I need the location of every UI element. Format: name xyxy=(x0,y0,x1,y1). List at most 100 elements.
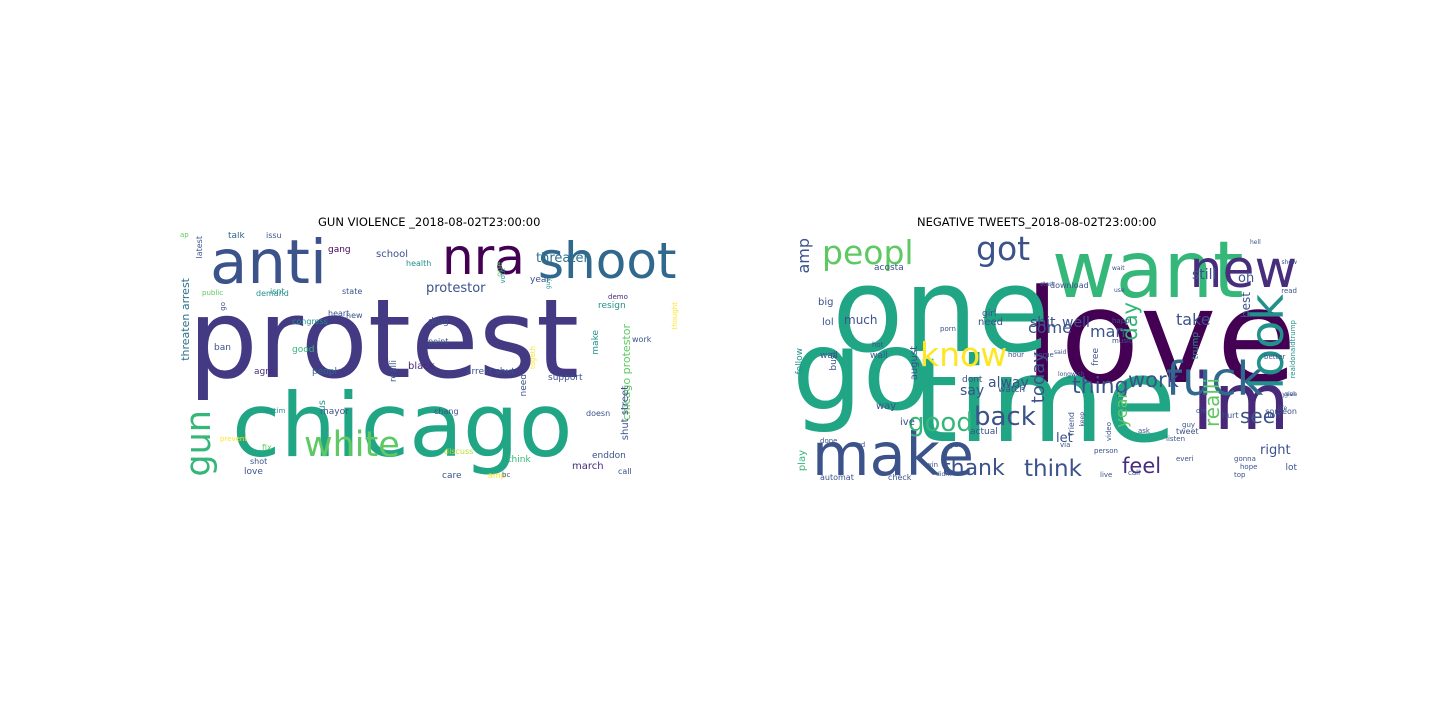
cloud-word: guy xyxy=(1182,421,1196,429)
cloud-word: say xyxy=(960,383,985,399)
cloud-word: best xyxy=(1239,292,1253,318)
cloud-word: said xyxy=(1054,349,1067,356)
cloud-word: done xyxy=(820,437,838,445)
cloud-word: happi xyxy=(1112,317,1132,325)
panel-title: GUN VIOLENCE _2018-08-02T23:00:00 xyxy=(318,215,541,229)
cloud-word: don xyxy=(1264,411,1281,421)
cloud-word: amp xyxy=(794,238,813,274)
cloud-word: public xyxy=(202,289,224,297)
cloud-word: hour xyxy=(1008,351,1025,359)
cloud-word: good xyxy=(908,408,973,438)
cloud-word: go xyxy=(219,302,227,311)
cloud-word: fix xyxy=(262,443,272,452)
cloud-word: hurt xyxy=(1222,411,1239,420)
cloud-word: peopl xyxy=(822,233,914,272)
cloud-word: shut street xyxy=(620,386,631,441)
cloud-word: call xyxy=(618,467,632,476)
cloud-word: think xyxy=(508,455,531,465)
cloud-word: better xyxy=(1264,353,1286,361)
cloud-word: check xyxy=(888,473,912,482)
cloud-word: watch xyxy=(998,385,1026,395)
cloud-word: use xyxy=(1114,287,1125,294)
cloud-word: go xyxy=(792,307,931,436)
cloud-word: let xyxy=(1056,431,1073,446)
cloud-word: year xyxy=(1112,392,1131,428)
cloud-word: gonna xyxy=(1234,455,1256,463)
cloud-word: bc xyxy=(502,471,511,479)
cloud-word: wall xyxy=(870,351,888,361)
cloud-word: chicago xyxy=(232,374,573,477)
cloud-word: heart xyxy=(328,309,350,318)
cloud-word: gang xyxy=(328,245,351,255)
cloud-word: need xyxy=(519,374,529,397)
cloud-word: right xyxy=(1260,443,1291,458)
cloud-word: ive xyxy=(900,417,915,428)
cloud-word: make xyxy=(812,420,974,484)
cloud-word: automat xyxy=(820,473,854,482)
cloud-word: listen xyxy=(1166,435,1186,443)
cloud-word: see xyxy=(1240,404,1276,428)
cloud-word: shot xyxy=(250,457,268,466)
cloud-word: read xyxy=(1281,287,1297,295)
cloud-word: free xyxy=(1091,348,1101,366)
cloud-word: longwish xyxy=(1058,371,1085,378)
cloud-word: everi xyxy=(1176,455,1194,463)
cloud-word: gun xyxy=(180,410,219,477)
cloud-word: wall xyxy=(820,351,838,361)
cloud-word: hot xyxy=(872,341,884,349)
cloud-word: support xyxy=(548,373,583,383)
cloud-word: school xyxy=(376,249,409,260)
cloud-word: top xyxy=(1234,471,1246,479)
cloud-word: realli xyxy=(1200,378,1224,428)
cloud-word: give xyxy=(1284,391,1297,398)
cloud-word: ban xyxy=(214,343,231,353)
cloud-word: good xyxy=(292,345,315,355)
cloud-word: thing xyxy=(1072,374,1129,399)
cloud-word: oh xyxy=(1238,271,1255,286)
cloud-word: victim xyxy=(264,407,286,415)
cloud-word: via xyxy=(1060,441,1071,449)
cloud-word: know xyxy=(920,335,1008,374)
cloud-word: agre xyxy=(254,367,275,377)
cloud-word: call xyxy=(1128,469,1141,477)
cloud-word: big xyxy=(818,297,834,308)
cloud-word: music xyxy=(1112,337,1133,345)
cloud-word: anti xyxy=(210,232,327,298)
cloud-word: black xyxy=(408,361,435,372)
cloud-word: lol xyxy=(822,317,834,328)
wordcloud-panel-negative-tweets: NEGATIVE TWEETS_2018-08-02T23:00:00 love… xyxy=(720,0,1440,720)
cloud-word: resign xyxy=(598,301,626,311)
cloud-word: need xyxy=(978,317,1003,328)
cloud-word: got xyxy=(976,232,1031,268)
cloud-word: acosta xyxy=(874,263,904,273)
cloud-word: actual xyxy=(970,427,998,437)
cloud-word: health xyxy=(406,259,432,268)
wordcloud-canvas: love one time go want im make new fuck look peopl g… xyxy=(792,232,1297,484)
cloud-word: back xyxy=(974,402,1036,432)
cloud-word: demo xyxy=(608,293,628,301)
cloud-word: new xyxy=(346,311,363,320)
cloud-word: point xyxy=(428,337,449,346)
cloud-word: amp xyxy=(488,471,506,480)
cloud-word: love xyxy=(1024,261,1297,413)
wordcloud-canvas: protest chicago anti nra shoot white gun threat… xyxy=(180,232,685,484)
cloud-word: person xyxy=(1094,447,1118,455)
cloud-word: home xyxy=(1034,351,1054,359)
cloud-word: discuss xyxy=(444,447,474,456)
cloud-word: thought xyxy=(671,302,679,330)
cloud-word: love xyxy=(244,467,263,477)
cloud-word: video xyxy=(1105,422,1113,442)
cloud-word: feel xyxy=(1122,454,1162,478)
cloud-word: realdonaldtrump xyxy=(1289,320,1297,379)
cloud-word: nra xyxy=(442,232,525,286)
cloud-word: guy xyxy=(545,278,552,290)
cloud-word: ye xyxy=(950,441,959,449)
cloud-word: doesn xyxy=(586,409,611,418)
cloud-word: porn xyxy=(940,325,956,333)
wordcloud-panel-gun-violence: GUN VIOLENCE _2018-08-02T23:00:00 protes… xyxy=(180,215,685,484)
cloud-word: drug xyxy=(428,317,449,327)
cloud-word: word xyxy=(848,441,866,449)
cloud-word: someon xyxy=(1265,407,1297,416)
cloud-word: isnt xyxy=(270,287,285,296)
panel-title: NEGATIVE TWEETS_2018-08-02T23:00:00 xyxy=(917,215,1157,229)
